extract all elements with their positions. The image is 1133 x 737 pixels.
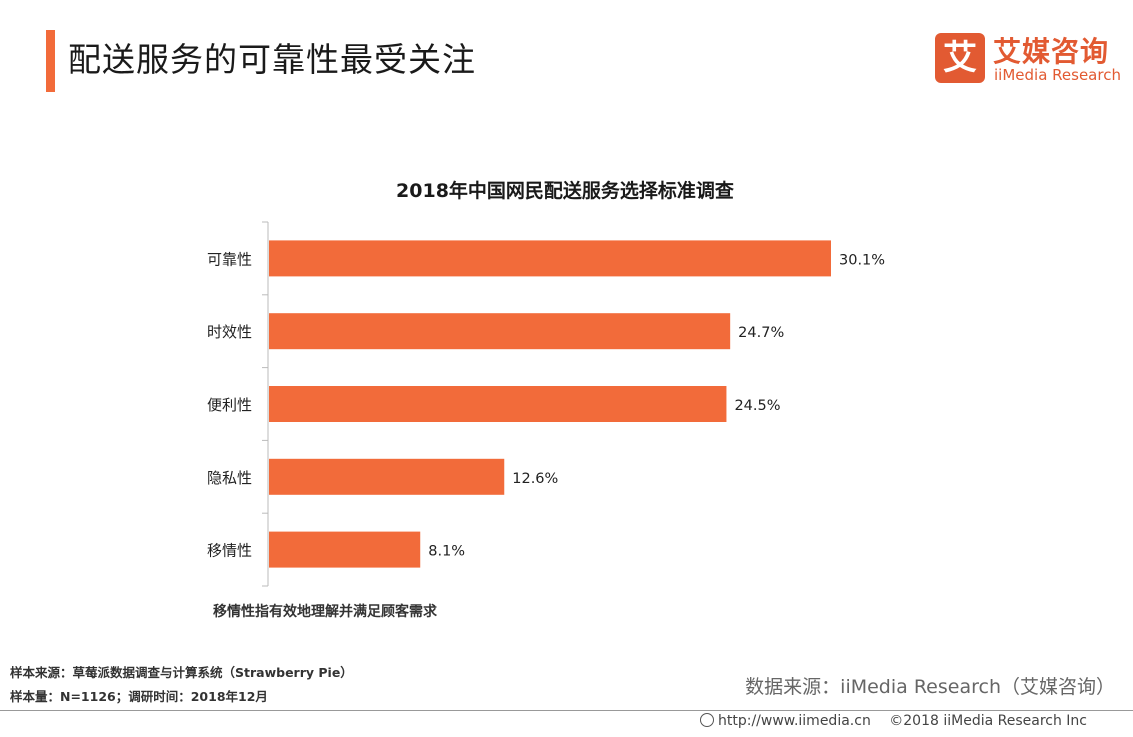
category-label: 时效性: [207, 323, 252, 341]
brand-logo-cn: 艾媒咨询: [993, 35, 1110, 68]
title-accent-bar: [46, 30, 55, 92]
category-label: 可靠性: [207, 250, 252, 268]
bar-1: [269, 240, 831, 277]
data-source: 数据来源：iiMedia Research（艾媒咨询）: [745, 676, 1115, 698]
value-label: 24.5%: [734, 398, 780, 414]
category-label: 隐私性: [207, 469, 252, 487]
category-label: 移情性: [207, 542, 252, 560]
value-label: 24.7%: [738, 325, 784, 341]
category-label: 便利性: [207, 396, 252, 414]
bar-5: [269, 531, 421, 568]
chart-note: 移情性指有效地理解并满足顾客需求: [213, 604, 437, 620]
footer-bar: http://www.iimedia.cn ©2018 iiMedia Rese…: [700, 713, 1101, 729]
bar-4: [269, 458, 505, 495]
sample-source: 样本来源：草莓派数据调查与计算系统（Strawberry Pie）: [10, 665, 353, 680]
copyright: ©2018 iiMedia Research Inc: [889, 713, 1087, 729]
value-label: 12.6%: [512, 471, 558, 487]
brand-logo-en: iiMedia Research: [994, 66, 1121, 84]
brand-logo-icon: 艾: [935, 33, 985, 83]
website-url: http://www.iimedia.cn: [718, 713, 871, 729]
footer-divider: [0, 710, 1133, 711]
sample-info: 样本量：N=1126；调研时间：2018年12月: [10, 689, 268, 704]
value-label: 30.1%: [839, 252, 885, 268]
page-title: 配送服务的可靠性最受关注: [68, 40, 476, 79]
chart-title: 2018年中国网民配送服务选择标准调查: [396, 180, 734, 202]
globe-icon: [700, 713, 714, 727]
bar-2: [269, 313, 731, 350]
value-label: 8.1%: [428, 544, 465, 560]
website-link[interactable]: http://www.iimedia.cn: [700, 713, 871, 729]
bar-3: [269, 386, 727, 422]
